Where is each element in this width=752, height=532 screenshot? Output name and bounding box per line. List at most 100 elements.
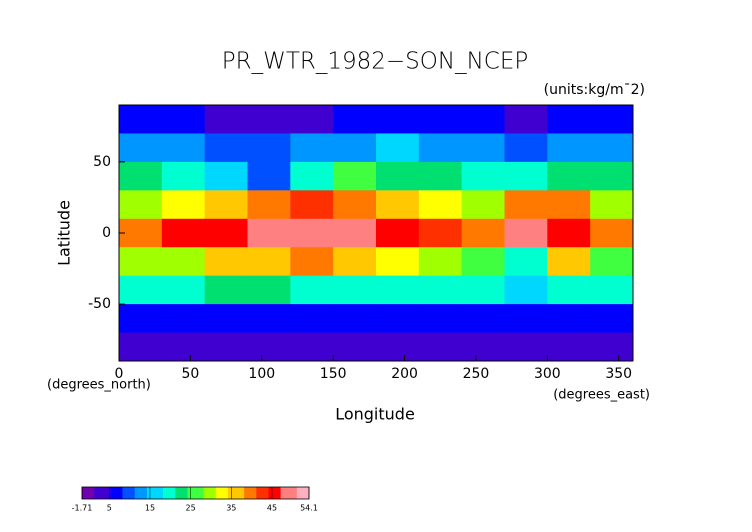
colorbar-cell: [199, 487, 204, 499]
cell: [204, 105, 248, 134]
cell: [333, 304, 377, 334]
colorbar-cell: [268, 487, 273, 499]
cell: [204, 275, 248, 305]
colorbar-cell: [248, 487, 253, 499]
colorbar-cell: [175, 487, 180, 499]
colorbar-cell: [191, 487, 196, 499]
colorbar-tick-label: 25: [186, 504, 196, 513]
colorbar-cell: [98, 487, 103, 499]
x-tick-label: 300: [534, 366, 561, 382]
x-tick-label: 150: [320, 366, 347, 382]
cell: [590, 133, 634, 163]
colorbar-cell: [284, 487, 290, 499]
colorbar-cell: [207, 487, 213, 499]
cell: [504, 218, 548, 248]
colorbar-cell: [240, 487, 245, 499]
cell: [247, 133, 291, 163]
cell: [418, 332, 463, 362]
cell: [376, 218, 420, 248]
colorbar-cell: [90, 487, 95, 499]
cell: [461, 247, 505, 277]
cell: [461, 133, 505, 163]
cell: [247, 105, 291, 134]
cell: [504, 105, 548, 134]
colorbar-cell: [122, 487, 127, 499]
cell: [161, 332, 206, 362]
colorbar-cell: [231, 487, 237, 499]
cell: [547, 190, 591, 220]
colorbar-cell: [195, 487, 200, 499]
cell: [204, 218, 248, 248]
cell: [290, 218, 334, 248]
cell: [290, 190, 334, 220]
colorbar-cell: [215, 487, 221, 499]
cell: [290, 161, 334, 191]
colorbar-cell: [288, 487, 294, 499]
cell: [376, 275, 420, 305]
colorbar-cell: [276, 487, 281, 499]
cell: [547, 275, 591, 305]
cell: [547, 332, 591, 362]
cell: [418, 247, 463, 277]
colorbar-cell: [203, 487, 208, 499]
cell: [461, 190, 505, 220]
colorbar-cell: [82, 487, 87, 499]
cell: [590, 275, 634, 305]
colorbar-tick-label: 45: [267, 504, 277, 513]
cell: [547, 105, 591, 134]
y-axis-label: Latitude: [55, 200, 74, 266]
cell: [418, 190, 463, 220]
colorbar-cell: [300, 487, 306, 499]
colorbar-cell: [86, 487, 91, 499]
colorbar-cell: [163, 487, 168, 499]
cell: [290, 133, 334, 163]
cell: [590, 332, 634, 362]
cell: [461, 275, 505, 305]
x-tick-label: 0: [115, 366, 124, 382]
colorbar-cell: [260, 487, 265, 499]
cell: [290, 304, 334, 334]
cell: [504, 247, 548, 277]
colorbar-cell: [130, 487, 135, 499]
cell: [333, 161, 377, 191]
cell: [161, 133, 206, 163]
colorbar-cell: [171, 487, 176, 499]
cell: [333, 218, 377, 248]
units-label: (units:kg/m¯2): [544, 82, 645, 98]
cell: [547, 161, 591, 191]
colorbar-cell: [114, 487, 119, 499]
cell: [161, 218, 206, 248]
cell: [461, 218, 505, 248]
cell: [204, 304, 248, 334]
x-axis-label: Longitude: [335, 405, 415, 424]
y-tick-label: 0: [102, 225, 111, 241]
cell: [504, 332, 548, 362]
colorbar-cell: [142, 487, 148, 499]
x-tick-label: 100: [248, 366, 275, 382]
cell: [461, 161, 505, 191]
cell: [204, 161, 248, 191]
cell: [333, 275, 377, 305]
y-tick-label: 50: [93, 154, 111, 170]
cell: [547, 247, 591, 277]
cell: [119, 304, 163, 334]
colorbar-cell: [280, 487, 285, 499]
colorbar-cell: [272, 487, 277, 499]
cell: [418, 105, 463, 134]
cell: [119, 133, 163, 163]
cell: [376, 332, 420, 362]
colorbar-cell: [138, 487, 144, 499]
x-unit-label: (degrees_east): [553, 388, 650, 403]
cell: [590, 247, 634, 277]
colorbar-cell: [292, 487, 298, 499]
colorbar-tick-label: 35: [226, 504, 236, 513]
colorbar-tick-label: 5: [107, 504, 112, 513]
cell: [247, 161, 291, 191]
cell: [204, 133, 248, 163]
cell: [290, 275, 334, 305]
cell: [119, 247, 163, 277]
cell: [504, 161, 548, 191]
cell: [376, 105, 420, 134]
colorbar-cell: [118, 487, 123, 499]
cell: [376, 304, 420, 334]
